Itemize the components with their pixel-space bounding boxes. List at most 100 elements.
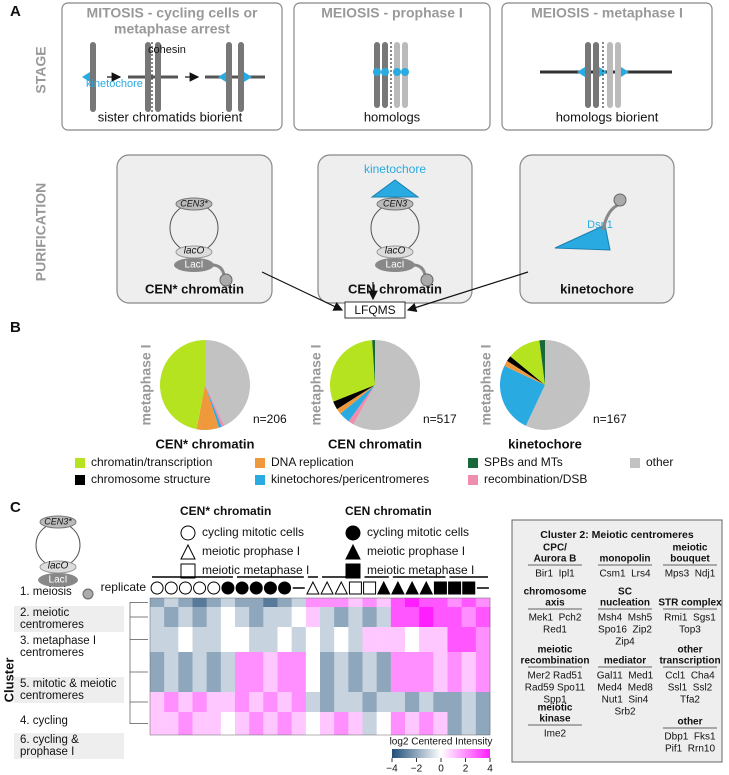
pie-slice (160, 340, 205, 430)
heatmap-cell (277, 692, 292, 712)
heatmap-cell (447, 598, 462, 607)
heatmap-cell (475, 652, 491, 692)
legend-swatch (468, 458, 478, 468)
symbol-square (363, 581, 377, 595)
group-item: Srb2 (614, 707, 636, 718)
heatmap-cell (433, 652, 448, 692)
cluster-label: centromeres (20, 619, 84, 631)
symbol-circle (249, 581, 263, 595)
group-item: Gal11 Med1 (597, 671, 654, 682)
heatmap-cell (447, 652, 462, 692)
legend-label: recombination/DSB (484, 472, 587, 486)
heatmap-cell (249, 627, 264, 652)
symbol-triangle (405, 580, 419, 595)
colorbar-tick-label: −4 (386, 764, 398, 775)
pie-slice (340, 385, 375, 422)
cen-label: CEN3* (44, 516, 72, 526)
laco-label: lacO (48, 561, 69, 572)
heatmap-cell (362, 607, 377, 627)
legend-swatch (468, 475, 478, 485)
group-item: Rad59 Spo11 (525, 683, 586, 694)
heatmap-cell (433, 627, 448, 652)
legend-label: meiotic metaphase I (367, 563, 474, 577)
heatmap-cell (362, 712, 377, 735)
legend-label: chromosome structure (91, 472, 211, 486)
method-label: LFQMS (354, 303, 395, 317)
symbol-square (345, 563, 361, 579)
heatmap-cell (376, 598, 392, 607)
heatmap-cell (150, 692, 165, 712)
group-heading: meiotic (537, 645, 572, 656)
heatmap-cell (235, 712, 250, 735)
symbol-square (462, 581, 476, 595)
heatmap-cell (405, 627, 420, 652)
heatmap-cell (433, 607, 448, 627)
heatmap-cell (220, 712, 236, 735)
cen-label: CEN3* (180, 198, 208, 208)
group-item: Nut1 Sin4 (602, 695, 649, 706)
heatmap-cell (206, 598, 222, 607)
heatmap-cell (220, 692, 236, 712)
heatmap-cell (263, 712, 278, 735)
kinetochore-dot (373, 68, 381, 76)
heatmap-cell (390, 692, 406, 712)
symbol-circle (263, 581, 277, 595)
legend-label: meiotic prophase I (367, 544, 465, 558)
stage-caption: sister chromatids biorient (98, 109, 243, 124)
heatmap-cell (206, 712, 222, 735)
heatmap-cell (447, 607, 462, 627)
kinetochore-label: kinetochore (364, 162, 426, 176)
group-heading: SC (618, 587, 632, 598)
group-heading: mediator (604, 656, 646, 667)
colorbar-tick-label: 0 (438, 764, 444, 775)
heatmap-cell (249, 692, 264, 712)
laci-protein (38, 573, 78, 587)
stage-label: STAGE (33, 46, 49, 93)
legend-title: CEN* chromatin (180, 504, 271, 518)
dsn1-label: Dsn1 (587, 219, 613, 231)
heatmap-cell (277, 607, 292, 627)
symbol-square (348, 581, 362, 595)
heatmap-cell (390, 598, 406, 607)
pie-slice (504, 360, 545, 385)
heatmap-cell (362, 627, 377, 652)
heatmap-cell (362, 692, 377, 712)
pie-stage-label: metaphase I (478, 345, 494, 426)
symbol-square (433, 581, 447, 595)
legend-swatch (75, 458, 85, 468)
heatmap-cell (164, 598, 179, 607)
heatmap-cell (291, 598, 307, 607)
heatmap-cell (419, 692, 434, 712)
heatmap-cell (475, 627, 491, 652)
heatmap-cell (390, 652, 406, 692)
group-heading: monopolin (599, 554, 650, 565)
group-heading: Aurora B (534, 554, 577, 565)
cen-region (376, 197, 414, 211)
pie-slice (337, 385, 375, 414)
laci-label: LacI (49, 575, 68, 586)
colorbar-tick-label: 2 (463, 764, 469, 775)
group-heading: bouquet (670, 554, 710, 565)
panel-label: C (10, 499, 21, 516)
group-item: Ssl1 Ssl2 (668, 683, 713, 694)
heatmap-cell (461, 652, 477, 692)
heatmap-cell (376, 652, 392, 692)
pie-n: n=517 (423, 412, 457, 426)
legend-swatch (630, 458, 640, 468)
stage-caption: homologs (364, 109, 421, 124)
heatmap-cell (263, 652, 278, 692)
cen-region (175, 197, 213, 211)
heatmap-cell (305, 598, 321, 607)
purification-name: CEN* chromatin (145, 281, 244, 296)
cluster-label: centromeres (20, 690, 84, 702)
group-item: Spo16 Zip2 (598, 625, 652, 636)
stage-title: MEIOSIS - prophase I (321, 5, 463, 21)
heatmap-cell (249, 607, 264, 627)
pie-stage-label: metaphase I (308, 345, 324, 426)
heatmap-cell (291, 712, 307, 735)
group-heading: CPC/ (543, 543, 567, 554)
stage-title: MITOSIS - cycling cells or (87, 5, 258, 21)
legend-label: other (646, 455, 673, 469)
stage-title: metaphase arrest (114, 21, 230, 37)
